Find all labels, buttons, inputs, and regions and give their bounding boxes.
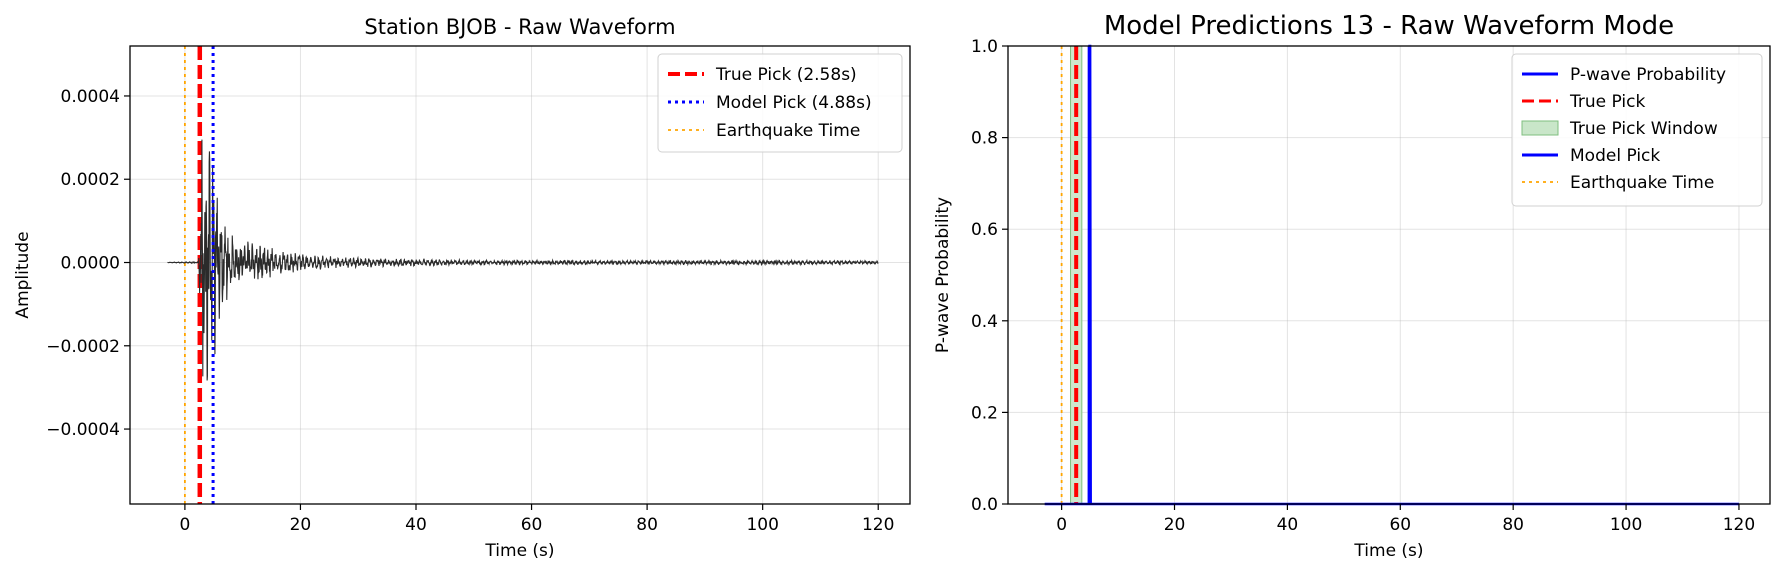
waveform-x-axis-label: Time (s) xyxy=(484,541,554,561)
x-tick-label: 0 xyxy=(1056,515,1067,535)
legend-label: True Pick Window xyxy=(1569,119,1718,139)
x-tick-label: 80 xyxy=(636,515,658,535)
x-tick-label: 20 xyxy=(290,515,312,535)
legend-label: Model Pick (4.88s) xyxy=(716,93,872,113)
legend-label: True Pick (2.58s) xyxy=(715,65,857,85)
y-tick-label: 0.2 xyxy=(971,403,998,423)
predictions-axes-frame xyxy=(1007,45,1771,505)
x-tick-label: 60 xyxy=(521,515,543,535)
legend-frame xyxy=(657,53,903,153)
waveform-plot-area xyxy=(167,46,879,504)
x-tick-label: 100 xyxy=(1610,515,1642,535)
waveform-y-ticks: 0.0004 0.0002 0.0000 −0.0002 −0.0004 xyxy=(46,87,130,440)
waveform-trace xyxy=(167,139,879,381)
predictions-legend: P-wave Probability True Pick True Pick Win… xyxy=(1511,53,1763,207)
waveform-data xyxy=(167,46,879,504)
predictions-x-axis-label: Time (s) xyxy=(1353,541,1423,561)
x-tick-label: 100 xyxy=(746,515,778,535)
predictions-y-ticks: 0.0 0.2 0.4 0.6 0.8 1.0 xyxy=(971,37,1008,515)
legend-swatch xyxy=(1521,120,1559,136)
y-tick-label: 0.8 xyxy=(971,129,998,149)
waveform-y-axis-label: Amplitude xyxy=(13,231,33,318)
x-tick-label: 0 xyxy=(179,515,190,535)
legend-frame xyxy=(1511,53,1763,207)
y-tick-label: 0.0004 xyxy=(61,87,120,107)
x-tick-label: 120 xyxy=(1723,515,1755,535)
waveform-panel: 0 20 40 60 80 100 120 0.0004 0.0002 0.0000 −0.000… xyxy=(13,15,911,561)
x-tick-label: 80 xyxy=(1502,515,1524,535)
y-tick-label: 0.0000 xyxy=(61,254,120,274)
x-tick-label: 40 xyxy=(1277,515,1299,535)
predictions-title: Model Predictions 13 - Raw Waveform Mode xyxy=(1104,11,1674,41)
y-tick-label: 0.0 xyxy=(971,495,998,515)
x-tick-label: 60 xyxy=(1389,515,1411,535)
legend-label: P-wave Probability xyxy=(1570,65,1726,85)
x-tick-label: 20 xyxy=(1164,515,1186,535)
x-tick-label: 40 xyxy=(405,515,427,535)
x-tick-label: 120 xyxy=(862,515,894,535)
y-tick-label: 1.0 xyxy=(971,37,998,57)
y-tick-label: 0.0002 xyxy=(61,170,120,190)
waveform-x-ticks: 0 20 40 60 80 100 120 xyxy=(179,504,894,535)
y-tick-label: 0.4 xyxy=(971,312,998,332)
waveform-title: Station BJOB - Raw Waveform xyxy=(364,15,675,39)
predictions-y-axis-label: P-wave Probability xyxy=(933,197,953,353)
legend-label: Model Pick xyxy=(1570,146,1660,166)
legend-label: True Pick xyxy=(1569,92,1645,112)
predictions-x-ticks: 0 20 40 60 80 100 120 xyxy=(1056,504,1755,535)
legend-label: Earthquake Time xyxy=(1570,173,1714,193)
y-tick-label: −0.0002 xyxy=(46,337,120,357)
y-tick-label: −0.0004 xyxy=(46,420,120,440)
waveform-legend: True Pick (2.58s) Model Pick (4.88s) Earth… xyxy=(657,53,903,153)
predictions-panel: 0 20 40 60 80 100 120 0.0 0.2 0.4 0.6 0.8 1.0 Model… xyxy=(933,11,1771,561)
legend-label: Earthquake Time xyxy=(716,121,860,141)
waveform-axes-frame xyxy=(129,45,911,505)
y-tick-label: 0.6 xyxy=(971,220,998,240)
